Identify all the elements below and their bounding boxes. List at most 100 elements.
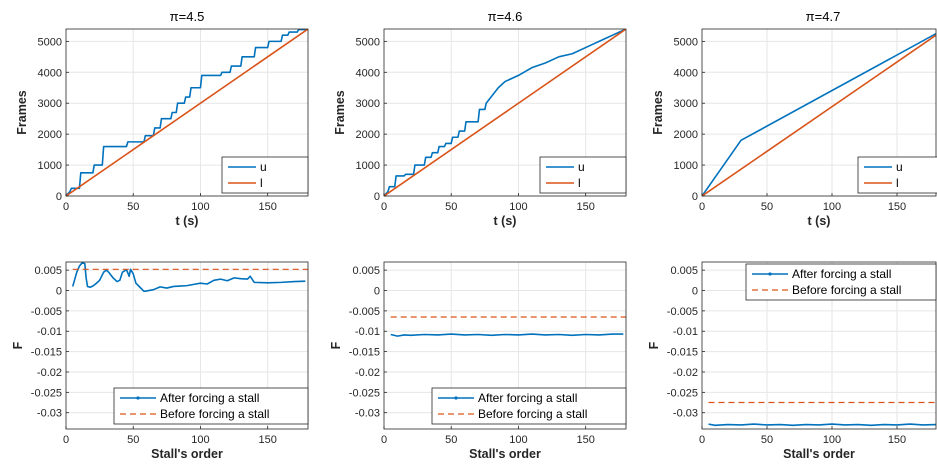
axes-box [383,261,627,430]
y-tick-label: 3000 [38,98,62,110]
y-tick-label: -0.005 [31,306,62,318]
legend-label: After forcing a stall [478,391,577,405]
y-tick-label: 0 [374,191,380,203]
x-tick-label: 100 [191,434,209,446]
y-tick-label: -0.03 [355,408,380,420]
x-tick-label: 50 [127,434,139,446]
series-line-l [66,29,308,196]
y-tick-label: 2000 [674,129,698,141]
x-tick-label: 0 [381,201,387,213]
legend: After forcing a stall Before forcing a st… [431,387,627,425]
y-axis-label: F [11,341,25,349]
legend: ul [221,156,309,194]
x-tick-label: 100 [823,434,841,446]
series-group [702,32,936,196]
series-line-l [702,34,936,196]
x-axis-label: t (s) [494,214,517,228]
y-tick-label: 3000 [356,98,380,110]
x-tick-label: 150 [888,201,906,213]
legend-box [745,263,937,301]
y-tick-label: -0.03 [673,408,698,420]
y-tick-label: -0.025 [667,387,698,399]
series-group [384,29,626,196]
y-axis-label: F [329,341,343,349]
y-tick-label: -0.02 [355,367,380,379]
legend-label: l [896,176,899,190]
x-tick-label: 100 [191,201,209,213]
y-tick-label: 0.005 [34,265,62,277]
y-tick-label: 0 [692,191,698,203]
series-line-u [66,29,308,196]
x-tick-label: 150 [888,434,906,446]
x-tick-label: 100 [509,201,527,213]
legend: After forcing a stall Before forcing a st… [113,387,309,425]
legend-label: u [578,160,585,174]
x-tick-label: 0 [63,201,69,213]
legend-label: l [578,176,581,190]
series-line-after-forcing-a-stall [390,333,624,337]
x-tick-label: 50 [127,201,139,213]
y-axis-label: Frames [333,90,347,135]
y-tick-label: 0.005 [352,265,380,277]
legend-label: u [260,160,267,174]
x-tick-label: 150 [576,201,594,213]
chart-title: π=4.6 [488,9,523,24]
x-tick-label: 50 [445,434,457,446]
chart-3: 0 50 100 150 0 1000 2000 3000 4000 5000 t (s) Frame… [651,9,937,228]
chart-2: 0 50 100 150 0 1000 2000 3000 4000 5000 t (s) Frame… [333,9,627,228]
chart-1: 0 50 100 150 0 1000 2000 3000 4000 5000 t (s) Frame… [15,9,309,228]
y-tick-label: 2000 [356,129,380,141]
axes-box [383,28,627,197]
series-group [390,316,626,337]
y-tick-label: 1000 [674,160,698,172]
y-axis-label: Frames [15,90,29,135]
y-tick-label: 0 [56,191,62,203]
chart-title: π=4.5 [170,9,205,24]
x-tick-label: 50 [445,201,457,213]
series-group [71,262,308,293]
y-tick-label: -0.02 [673,367,698,379]
x-axis-label: Stall's order [783,447,855,461]
legend-label: l [260,176,263,190]
y-tick-label: -0.025 [31,387,62,399]
legend-marker [136,396,140,400]
y-tick-label: -0.02 [37,367,62,379]
legend-box [113,387,309,425]
series-group [66,29,308,196]
x-axis-label: Stall's order [151,447,223,461]
legend-box [221,156,309,194]
y-tick-label: 0 [374,286,380,298]
legend-label: After forcing a stall [160,391,259,405]
y-tick-label: 5000 [674,36,698,48]
y-tick-label: -0.015 [31,347,62,359]
y-tick-label: 3000 [674,98,698,110]
y-tick-label: -0.01 [37,326,62,338]
legend: After forcing a stall Before forcing a st… [745,263,937,301]
y-tick-label: 2000 [38,129,62,141]
axes-box [701,28,937,197]
y-tick-label: 5000 [38,36,62,48]
series-group [708,401,936,427]
y-tick-label: 1000 [38,160,62,172]
x-axis-label: t (s) [176,214,199,228]
series-line-u [702,32,936,196]
x-tick-label: 0 [699,434,705,446]
x-tick-label: 100 [823,201,841,213]
y-tick-label: 4000 [38,67,62,79]
legend-box [431,387,627,425]
y-tick-label: -0.01 [673,326,698,338]
legend-marker [768,272,772,276]
legend-label: Before forcing a stall [478,407,587,421]
y-tick-label: -0.03 [37,408,62,420]
legend-label: Before forcing a stall [160,407,269,421]
y-tick-label: -0.015 [349,347,380,359]
y-axis-label: F [647,341,661,349]
y-tick-label: -0.005 [349,306,380,318]
legend-label: After forcing a stall [792,267,891,281]
y-tick-label: 0.005 [670,265,698,277]
axes-box [701,261,937,430]
legend-marker [454,396,458,400]
chart-title: π=4.7 [806,9,841,24]
x-tick-label: 0 [699,201,705,213]
